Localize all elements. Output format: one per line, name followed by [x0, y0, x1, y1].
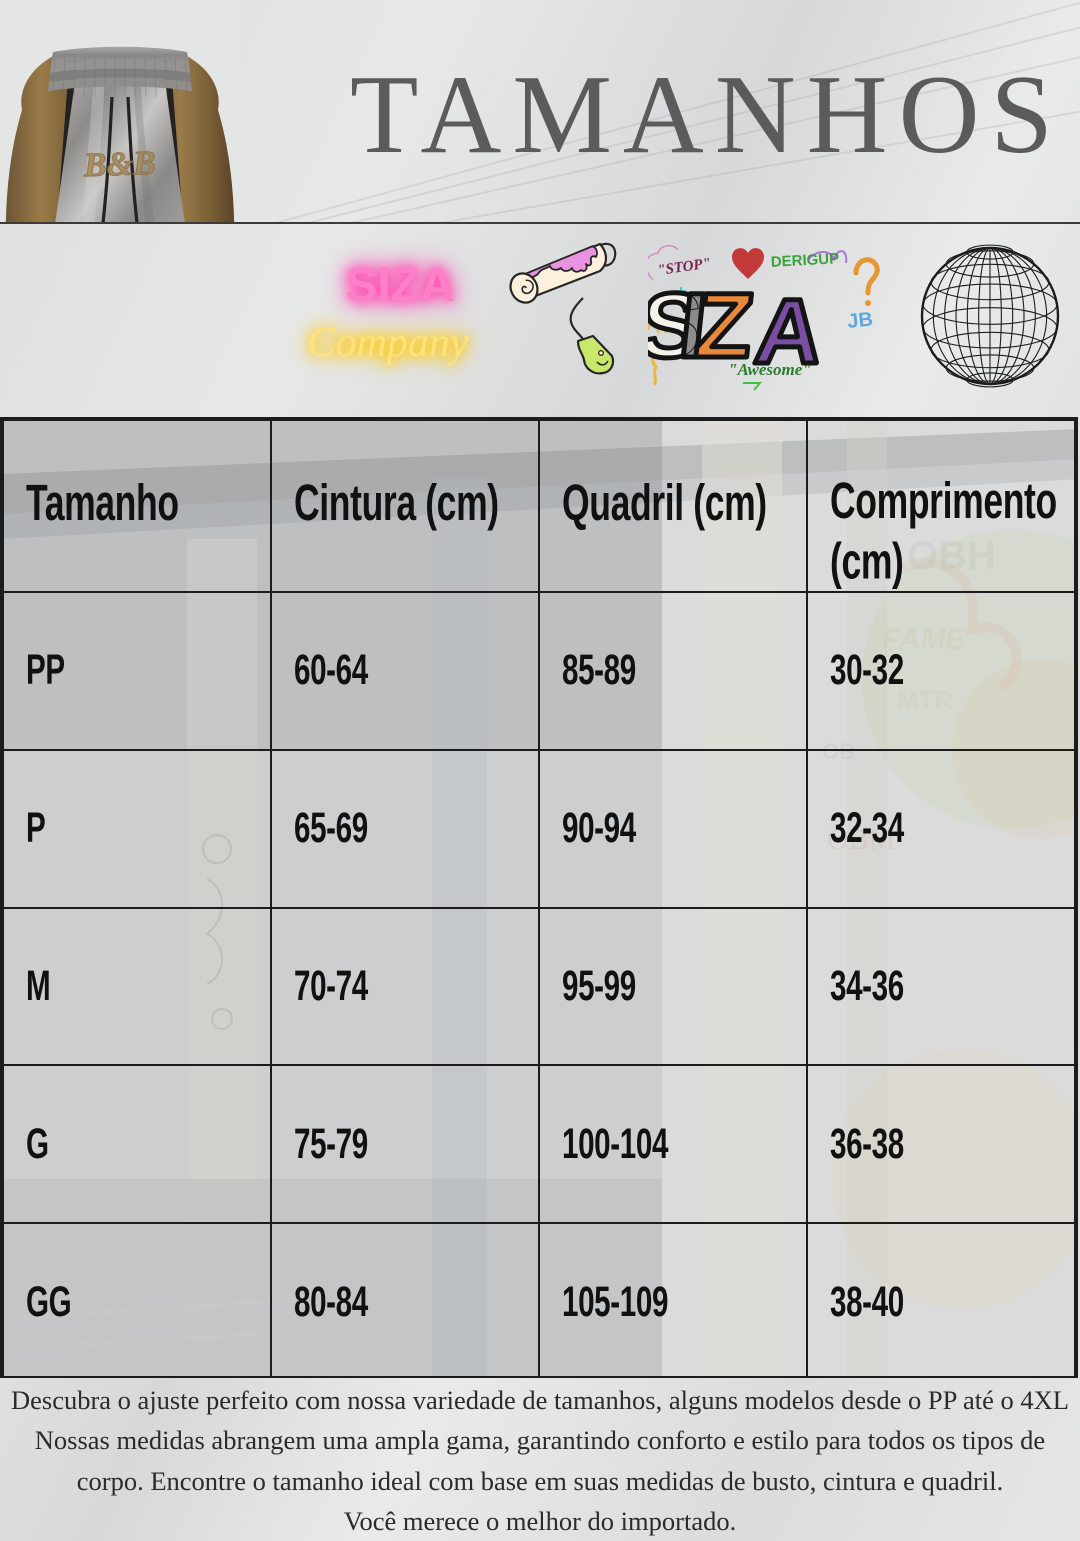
svg-text:SIZA: SIZA: [345, 259, 454, 312]
svg-text:Company: Company: [308, 320, 469, 366]
svg-text:JB: JB: [846, 308, 874, 333]
svg-text:A: A: [750, 279, 827, 383]
svg-text:B&B: B&B: [82, 145, 156, 185]
